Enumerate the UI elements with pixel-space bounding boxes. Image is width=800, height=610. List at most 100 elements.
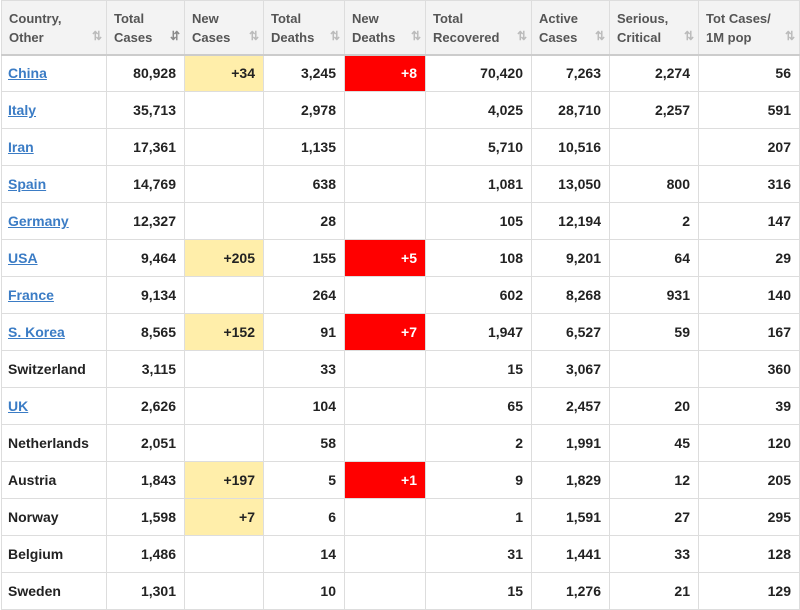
sort-arrows-icon[interactable]: ⇅ [516,29,527,43]
total-cases-cell: 1,486 [106,535,185,573]
country-cell: UK [1,387,107,425]
column-header-total-recovered[interactable]: Total Recovered ⇅ [425,0,532,55]
total-cases-cell: 80,928 [106,53,185,92]
per-million-cell: 360 [698,350,800,388]
per-million-cell: 207 [698,128,800,166]
total-cases-cell: 1,598 [106,498,185,536]
new-deaths-cell [344,91,426,129]
sort-arrows-icon[interactable]: ⇅ [683,29,694,43]
column-header-country[interactable]: Country, Other ⇅ [1,0,107,55]
country-link[interactable]: France [8,287,54,303]
total-deaths-cell: 14 [263,535,345,573]
sort-arrows-icon[interactable]: ⇅ [248,29,259,43]
sort-arrows-icon[interactable]: ⇅ [329,29,340,43]
new-deaths-cell [344,128,426,166]
column-header-new-deaths[interactable]: New Deaths ⇅ [344,0,426,55]
active-cases-cell: 1,441 [531,535,610,573]
new-cases-cell [184,202,264,240]
total-deaths-cell: 10 [263,572,345,610]
per-million-cell: 120 [698,424,800,462]
country-name: Belgium [8,546,64,562]
country-link[interactable]: China [8,65,47,82]
table-row: Norway 1,598 +7 6 1 1,591 27 295 [1,498,800,536]
active-cases-cell: 1,991 [531,424,610,462]
active-cases-cell: 8,268 [531,276,610,314]
total-recovered-cell: 108 [425,239,532,277]
total-recovered-cell: 1,081 [425,165,532,203]
new-deaths-cell [344,424,426,462]
country-cell: Spain [1,165,107,203]
per-million-cell: 591 [698,91,800,129]
total-cases-cell: 9,464 [106,239,185,277]
column-header-label: Serious, Critical [617,11,669,45]
serious-critical-cell: 800 [609,165,699,203]
column-header-new-cases[interactable]: New Cases ⇅ [184,0,264,55]
column-header-total-deaths[interactable]: Total Deaths ⇅ [263,0,345,55]
active-cases-cell: 3,067 [531,350,610,388]
serious-critical-cell: 21 [609,572,699,610]
country-link[interactable]: UK [8,398,29,414]
sort-arrows-icon[interactable]: ⇅ [784,29,795,43]
new-cases-cell: +152 [184,313,264,351]
new-deaths-cell [344,202,426,240]
total-deaths-cell: 5 [263,461,345,499]
new-cases-cell [184,128,264,166]
total-recovered-cell: 31 [425,535,532,573]
country-link[interactable]: USA [8,250,38,266]
country-cell: Switzerland [1,350,107,388]
country-link[interactable]: Italy [8,102,37,118]
serious-critical-cell: 2 [609,202,699,240]
country-link[interactable]: Spain [8,176,47,192]
total-deaths-cell: 1,135 [263,128,345,166]
per-million-cell: 128 [698,535,800,573]
serious-critical-cell [609,128,699,166]
serious-critical-cell: 931 [609,276,699,314]
sort-arrows-icon[interactable]: ⇅ [594,29,605,43]
column-header-total-cases[interactable]: Total Cases ⇵ [106,0,185,55]
total-cases-cell: 12,327 [106,202,185,240]
total-deaths-cell: 33 [263,350,345,388]
column-header-label: New Cases [192,11,231,45]
column-header-label: Country, Other [9,11,62,45]
active-cases-cell: 28,710 [531,91,610,129]
country-cell: Germany [1,202,107,240]
column-header-serious-critical[interactable]: Serious, Critical ⇅ [609,0,699,55]
total-deaths-cell: 104 [263,387,345,425]
total-deaths-cell: 91 [263,313,345,351]
sort-arrows-icon[interactable]: ⇵ [169,29,180,43]
total-recovered-cell: 15 [425,350,532,388]
new-deaths-cell: +5 [344,239,426,277]
per-million-cell: 167 [698,313,800,351]
per-million-cell: 140 [698,276,800,314]
table-row: Sweden 1,301 10 15 1,276 21 129 [1,572,800,610]
new-cases-cell: +7 [184,498,264,536]
new-deaths-cell: +8 [344,53,426,92]
country-link[interactable]: Iran [8,139,34,155]
country-link[interactable]: Germany [8,213,69,229]
table-row: Spain 14,769 638 1,081 13,050 800 316 [1,165,800,203]
per-million-cell: 129 [698,572,800,610]
total-recovered-cell: 5,710 [425,128,532,166]
new-deaths-cell [344,276,426,314]
new-cases-cell [184,387,264,425]
column-header-active-cases[interactable]: Active Cases ⇅ [531,0,610,55]
country-link[interactable]: S. Korea [8,324,65,340]
table-row: Germany 12,327 28 105 12,194 2 147 [1,202,800,240]
new-cases-cell [184,350,264,388]
new-deaths-cell [344,165,426,203]
total-deaths-cell: 638 [263,165,345,203]
country-cell: Iran [1,128,107,166]
serious-critical-cell: 27 [609,498,699,536]
column-header-per-million[interactable]: Tot Cases/ 1M pop ⇅ [698,0,800,55]
sort-arrows-icon[interactable]: ⇅ [410,29,421,43]
table-row: S. Korea 8,565 +152 91 +7 1,947 6,527 59 167 [1,313,800,351]
sort-arrows-icon[interactable]: ⇅ [91,29,102,43]
new-cases-cell [184,165,264,203]
serious-critical-cell: 2,257 [609,91,699,129]
new-cases-cell [184,91,264,129]
table-row: UK 2,626 104 65 2,457 20 39 [1,387,800,425]
table-row: Netherlands 2,051 58 2 1,991 45 120 [1,424,800,462]
country-cell: Norway [1,498,107,536]
active-cases-cell: 1,591 [531,498,610,536]
serious-critical-cell: 33 [609,535,699,573]
